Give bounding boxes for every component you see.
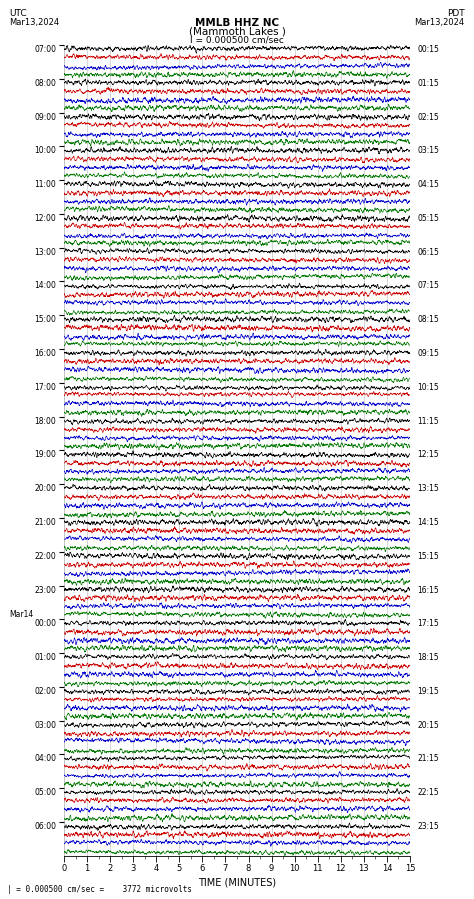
- Text: (Mammoth Lakes ): (Mammoth Lakes ): [189, 27, 285, 37]
- Text: MMLB HHZ NC: MMLB HHZ NC: [195, 18, 279, 28]
- Text: I = 0.000500 cm/sec: I = 0.000500 cm/sec: [190, 36, 284, 45]
- Text: | = 0.000500 cm/sec =    3772 microvolts: | = 0.000500 cm/sec = 3772 microvolts: [7, 885, 192, 894]
- Text: Mar14: Mar14: [9, 610, 34, 619]
- X-axis label: TIME (MINUTES): TIME (MINUTES): [198, 877, 276, 887]
- Text: UTC: UTC: [9, 9, 27, 18]
- Text: PDT: PDT: [447, 9, 465, 18]
- Text: Mar13,2024: Mar13,2024: [9, 18, 60, 27]
- Text: Mar13,2024: Mar13,2024: [414, 18, 465, 27]
